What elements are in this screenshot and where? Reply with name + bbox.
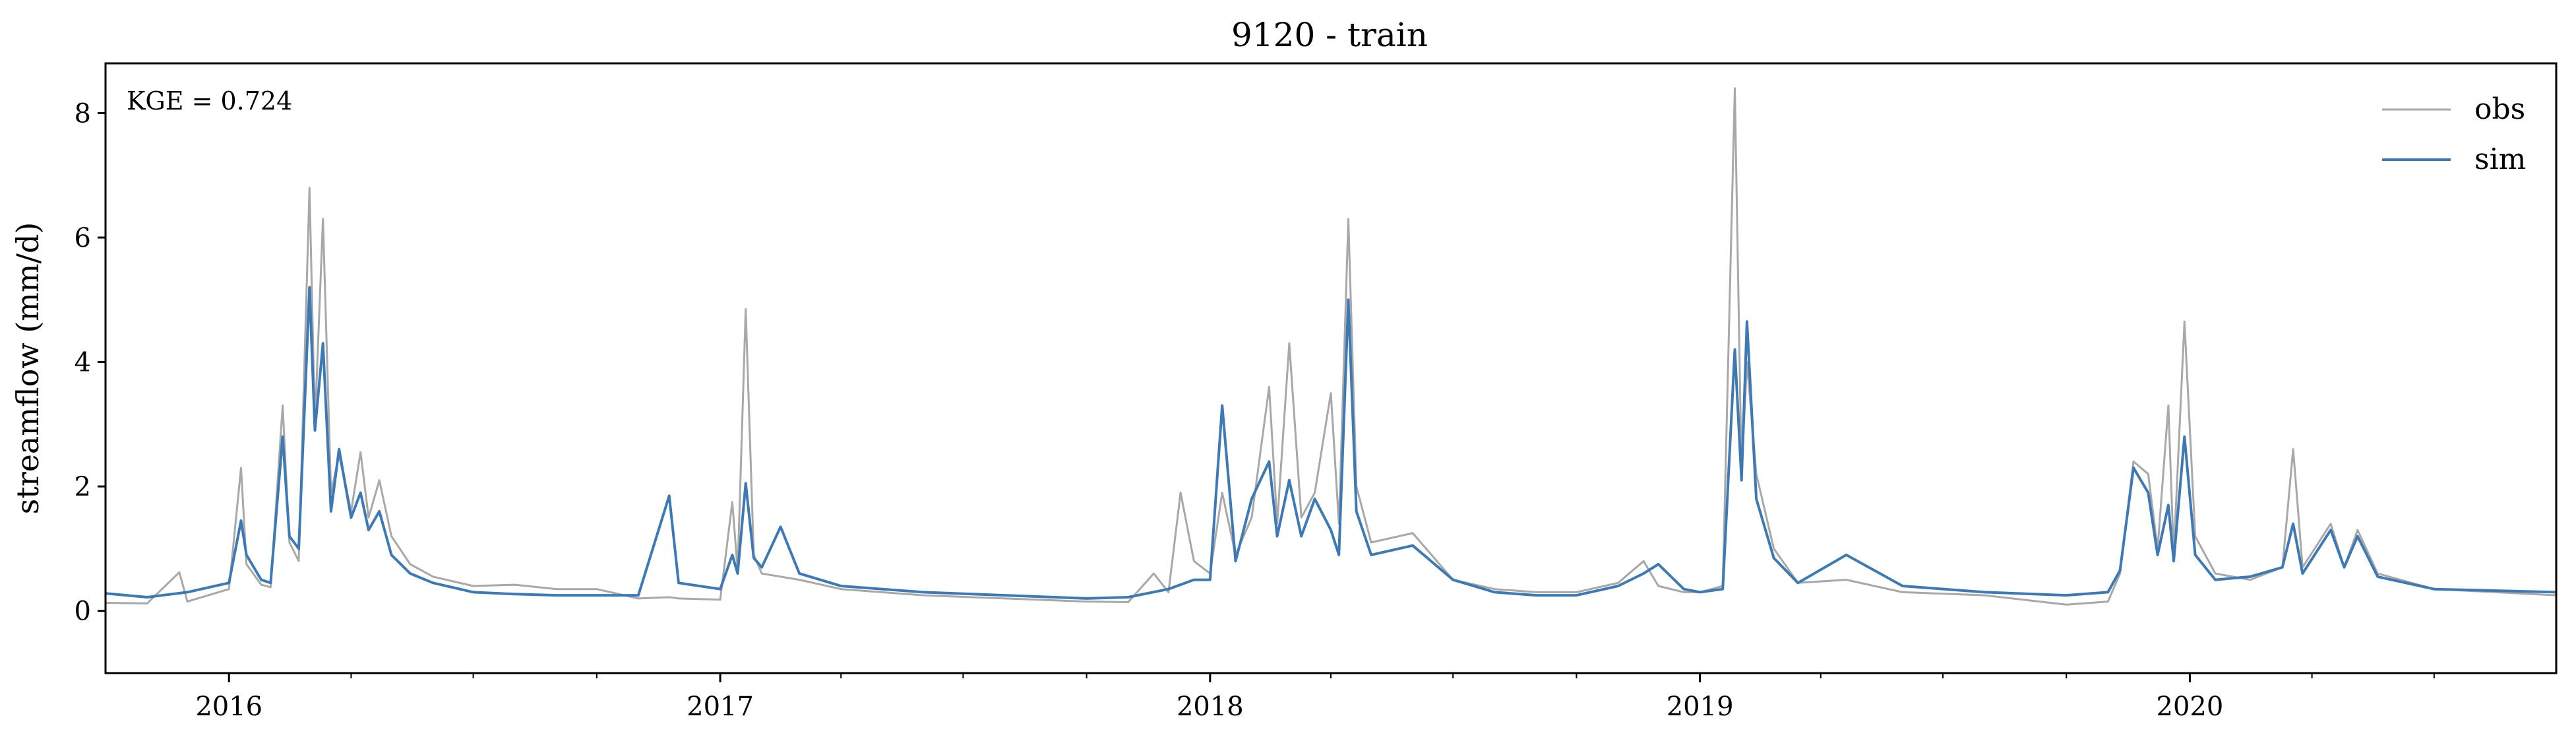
x-tick-label: 2020 [2157, 692, 2224, 722]
legend-label-obs: obs [2474, 92, 2525, 126]
y-tick-label: 6 [75, 223, 91, 253]
legend-label-sim: sim [2474, 143, 2526, 176]
legend: obs sim [2382, 92, 2526, 176]
y-tick-label: 8 [75, 98, 91, 129]
kge-annotation: KGE = 0.724 [127, 86, 292, 115]
y-tick-label: 0 [75, 597, 91, 627]
chart-title: 9120 - train [1231, 16, 1428, 54]
y-tick-label: 4 [75, 348, 91, 378]
x-tick-label: 2018 [1177, 692, 1244, 722]
y-axis: 0 2 4 6 8 [75, 98, 106, 627]
y-tick-label: 2 [75, 472, 91, 502]
x-tick-label: 2016 [195, 692, 262, 722]
x-tick-label: 2017 [687, 692, 754, 722]
y-axis-label: streamflow (mm/d) [10, 222, 46, 515]
series-line-sim [106, 286, 2556, 600]
series-group [106, 87, 2556, 606]
x-axis: 2016 2017 2018 2019 2020 [195, 673, 2435, 722]
plot-frame [104, 62, 2558, 674]
x-tick-label: 2019 [1667, 692, 1734, 722]
